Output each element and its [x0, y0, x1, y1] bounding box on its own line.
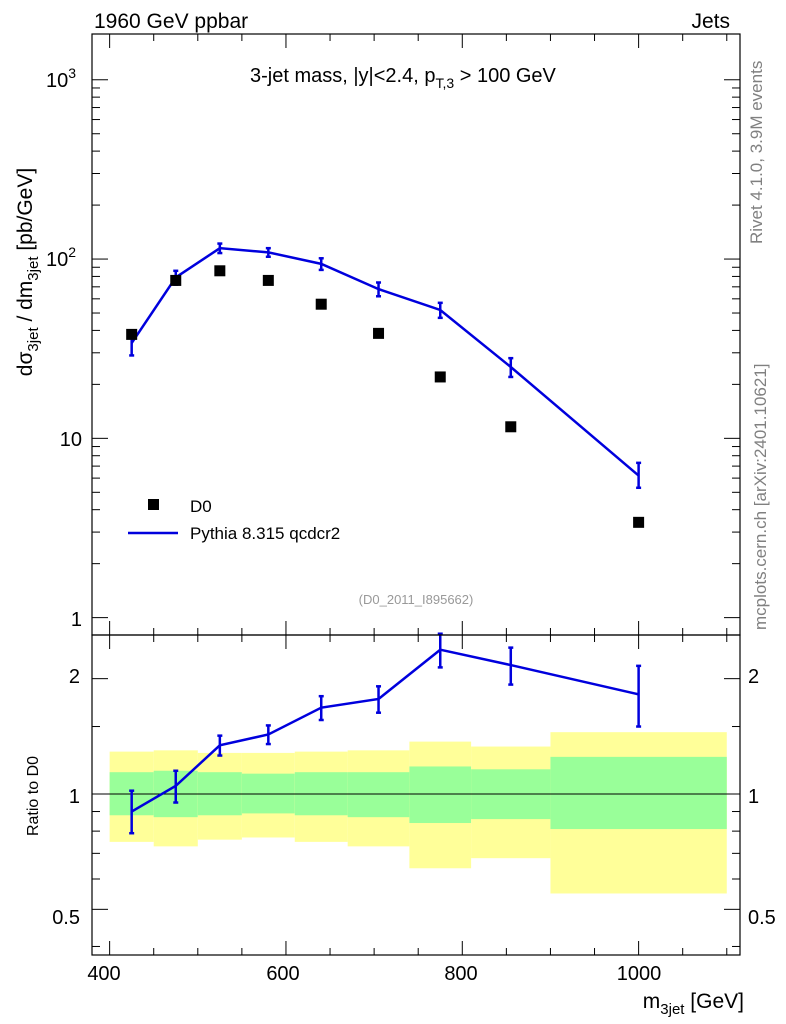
ytick-label-100-base: 10: [46, 249, 68, 271]
band-inner-8: [550, 756, 727, 830]
mcplots-label: mcplots.cern.ch [arXiv:2401.10621]: [751, 364, 770, 630]
main-panel-frame: [91, 33, 741, 636]
xtick-label-600: 600: [266, 963, 299, 985]
main-ytick-labels: 1 10 102 103: [46, 65, 82, 631]
main-axis-ticks: [92, 34, 740, 635]
ylabel-c: [pb/GeV]: [14, 168, 37, 257]
ratio-ylabel: Ratio to D0: [25, 756, 42, 836]
ytick-label-100-exp: 2: [68, 244, 76, 260]
data-point-5: [373, 327, 385, 339]
data-point-2: [214, 265, 226, 277]
ytick-label-1000-exp: 3: [68, 65, 76, 81]
xtick-label-800: 800: [444, 963, 477, 985]
ratio-ytick-label-2-right: 2: [748, 666, 759, 688]
ratio-ytick-labels: 2 1 0.5 2 1 0.5: [52, 666, 776, 929]
data-point-8: [633, 516, 645, 528]
ratio-ytick-label-1-right: 1: [748, 786, 759, 808]
main-series: [126, 242, 645, 528]
title-tail: > 100 GeV: [454, 65, 556, 87]
ytick-label-100: 102: [46, 244, 76, 271]
main-title: 3-jet mass, |y|<2.4, pT,3 > 100 GeV: [250, 65, 557, 91]
data-point-4: [315, 298, 327, 310]
xtick-labels: 400 600 800 1000: [87, 963, 661, 985]
ratio-ytick-label-0.5-right: 0.5: [748, 907, 776, 929]
legend-label-mc: Pythia 8.315 qcdcr2: [190, 524, 340, 543]
data-point-1: [170, 274, 182, 286]
title-main: 3-jet mass, |y|<2.4, p: [250, 65, 435, 87]
header-left-label: 1960 GeV ppbar: [94, 10, 248, 33]
ratio-bands: [109, 732, 727, 894]
ylabel-a-sub: 3jet: [25, 327, 42, 352]
ratio-ytick-label-0.5: 0.5: [52, 907, 80, 929]
title-sub: T,3: [435, 75, 454, 91]
xlabel-main: m: [643, 990, 661, 1013]
ylabel-a: dσ: [14, 352, 37, 377]
xtick-label-1000: 1000: [617, 963, 662, 985]
main-mc-line: [130, 246, 640, 477]
ytick-label-1: 1: [71, 609, 82, 631]
band-inner-6: [409, 766, 472, 824]
data-point-3: [262, 274, 274, 286]
header-right-label: Jets: [691, 10, 730, 33]
ratio-panel-frame: [91, 634, 741, 956]
xlabel-sub: 3jet: [660, 1001, 685, 1018]
ylabel-b: / dm: [14, 281, 37, 328]
xtick-label-400: 400: [87, 963, 120, 985]
ytick-label-10: 10: [60, 429, 82, 451]
ylabel-b-sub: 3jet: [25, 256, 42, 281]
ytick-label-1000: 103: [46, 65, 76, 92]
analysis-id: (D0_2011_I895662): [359, 592, 474, 607]
data-point-0: [126, 328, 138, 340]
legend-label-data: D0: [190, 497, 212, 516]
data-point-6: [434, 371, 446, 383]
band-inner-5: [347, 772, 410, 818]
ratio-ytick-label-2: 2: [69, 666, 80, 688]
legend: D0 Pythia 8.315 qcdcr2: [128, 497, 340, 543]
xlabel: m3jet [GeV]: [643, 990, 744, 1018]
rivet-label: Rivet 4.1.0, 3.9M events: [747, 61, 766, 244]
ratio-axis-ticks: [92, 635, 740, 955]
data-point-7: [505, 421, 517, 433]
ytick-label-1000-base: 10: [46, 70, 68, 92]
ratio-ytick-label-1: 1: [69, 786, 80, 808]
ratio-series: [129, 632, 642, 835]
xlabel-tail: [GeV]: [684, 990, 744, 1013]
main-ylabel: dσ3jet / dm3jet [pb/GeV]: [14, 168, 42, 376]
legend-marker-data: [148, 499, 159, 510]
